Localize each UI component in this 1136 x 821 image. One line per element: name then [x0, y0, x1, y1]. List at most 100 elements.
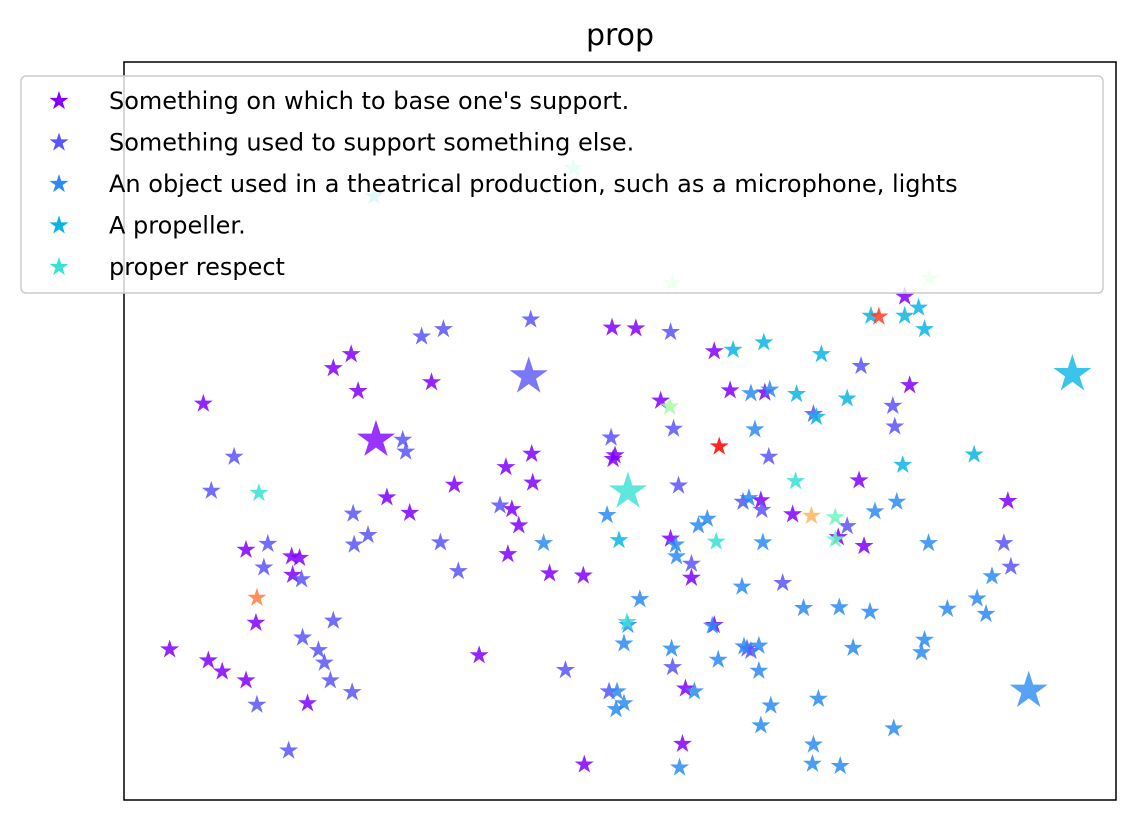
point-series-2-18: [937, 598, 957, 617]
point-series-1-19: [433, 319, 453, 338]
point-series-0-46: [900, 375, 920, 394]
point-series-2-22: [865, 501, 885, 520]
point-series-2-38: [884, 718, 904, 737]
point-series-0-35: [661, 528, 681, 547]
highlight-point-series-3-0: [1053, 354, 1092, 391]
point-series-4-0: [249, 482, 269, 502]
point-series-1-42: [994, 533, 1014, 552]
point-series-2-9: [630, 589, 650, 608]
point-series-2-23: [887, 491, 907, 510]
point-series-0-1: [341, 344, 361, 363]
point-series-2-35: [751, 715, 771, 734]
points-layer: [160, 158, 1092, 776]
point-series-1-33: [837, 516, 857, 535]
point-series-1-22: [490, 495, 510, 514]
point-series-1-44: [759, 446, 779, 465]
point-series-0-42: [783, 504, 803, 523]
point-series-0-17: [444, 474, 464, 493]
point-series-3-9: [861, 305, 881, 324]
point-series-3-5: [837, 388, 857, 407]
point-series-5-1: [825, 507, 845, 526]
point-series-1-24: [601, 427, 621, 446]
point-series-1-23: [521, 309, 541, 328]
point-series-6-0: [660, 396, 680, 415]
point-series-0-4: [193, 393, 213, 412]
point-series-2-30: [607, 681, 627, 700]
point-series-0-14: [298, 693, 318, 712]
point-series-2-19: [967, 588, 987, 607]
point-series-2-40: [915, 629, 935, 648]
point-series-1-28: [681, 553, 701, 572]
point-series-2-32: [749, 660, 769, 679]
point-series-0-7: [236, 670, 256, 689]
point-series-0-21: [522, 443, 542, 462]
legend-marker-0: [49, 91, 69, 110]
point-series-2-36: [803, 734, 823, 753]
point-series-0-22: [523, 472, 543, 491]
point-series-2-7: [760, 379, 780, 398]
point-series-2-8: [745, 419, 765, 438]
point-series-0-6: [283, 564, 303, 583]
point-series-1-9: [320, 670, 340, 689]
point-series-1-32: [883, 395, 903, 414]
point-series-0-38: [672, 733, 693, 752]
point-series-2-16: [829, 597, 849, 616]
point-series-1-14: [344, 534, 364, 553]
point-series-0-28: [605, 445, 625, 464]
point-series-4-1: [786, 471, 806, 490]
point-series-0-26: [573, 565, 593, 584]
point-series-0-23: [540, 563, 560, 582]
highlight-point-series-0-0: [356, 419, 395, 457]
point-series-3-3: [787, 384, 807, 403]
point-series-9-0: [869, 306, 889, 325]
point-series-2-29: [614, 693, 634, 712]
legend-label-4: proper respect: [109, 253, 285, 281]
point-series-1-38: [599, 681, 619, 700]
point-series-3-7: [964, 444, 984, 463]
point-series-1-36: [803, 404, 823, 423]
point-series-1-11: [247, 694, 267, 713]
point-series-1-37: [555, 660, 575, 679]
point-series-3-6: [893, 454, 913, 474]
point-series-10-0: [709, 436, 729, 455]
point-series-2-2: [666, 534, 686, 553]
point-series-8-0: [247, 587, 267, 606]
point-series-1-13: [343, 503, 363, 522]
point-series-2-12: [702, 615, 722, 634]
point-series-1-29: [733, 491, 753, 510]
point-series-2-17: [860, 601, 880, 620]
point-series-2-15: [794, 598, 814, 617]
point-series-0-47: [849, 470, 869, 489]
point-series-1-0: [224, 446, 244, 465]
point-series-0-13: [282, 546, 302, 565]
point-series-2-42: [912, 642, 932, 661]
point-series-2-28: [684, 681, 704, 700]
point-series-3-8: [895, 305, 915, 324]
point-series-0-15: [377, 487, 397, 506]
point-series-2-4: [697, 508, 717, 527]
point-series-1-16: [393, 429, 413, 448]
point-series-2-20: [976, 604, 996, 623]
point-series-0-32: [704, 341, 724, 360]
point-series-2-31: [606, 699, 626, 718]
legend-marker-1: [49, 132, 69, 151]
point-series-0-25: [498, 544, 518, 563]
point-series-2-21: [982, 566, 1002, 585]
point-series-2-41: [843, 637, 863, 657]
legend-label-0: Something on which to base one's support…: [109, 87, 629, 115]
point-series-2-27: [708, 649, 728, 668]
point-series-2-45: [614, 633, 634, 652]
point-series-4-3: [617, 612, 637, 631]
point-series-1-21: [448, 561, 468, 580]
point-series-0-12: [290, 547, 310, 567]
point-series-1-10: [342, 682, 362, 701]
highlight-point-series-2-0: [1009, 670, 1048, 707]
point-series-0-40: [675, 678, 695, 697]
legend-box: [20, 75, 1104, 294]
point-series-2-34: [761, 695, 781, 714]
point-series-0-5: [236, 539, 256, 558]
point-series-1-39: [663, 657, 683, 676]
point-series-2-5: [739, 488, 759, 507]
point-series-0-44: [854, 536, 874, 555]
